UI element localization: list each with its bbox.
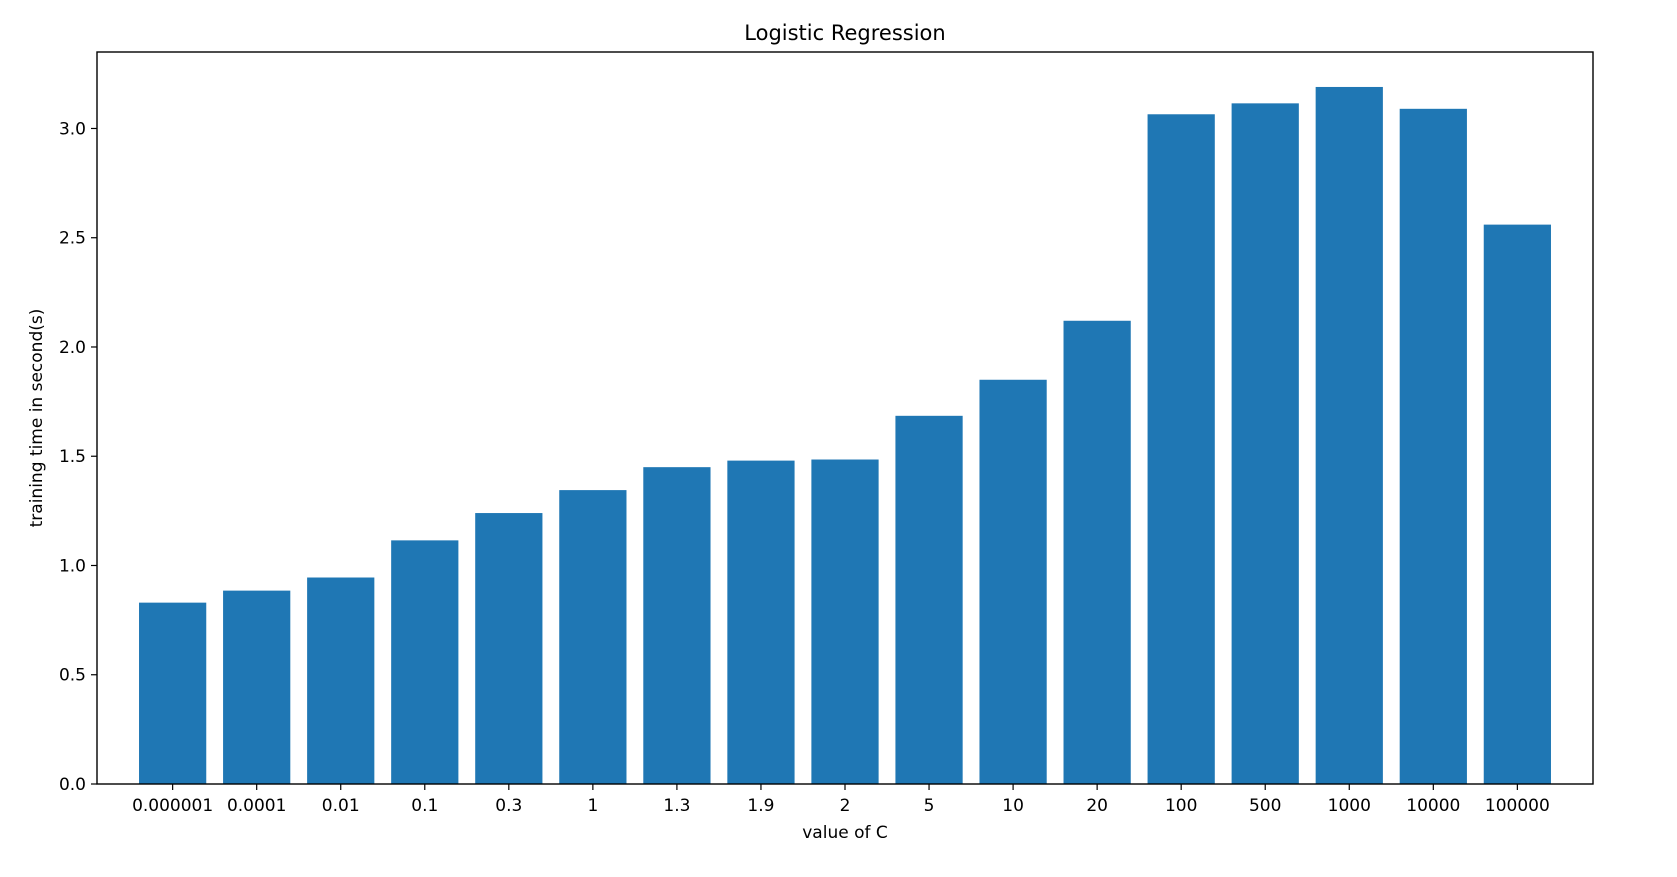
bar-10000 — [1399, 108, 1467, 784]
x-tick-label: 1.3 — [663, 796, 690, 816]
bar-1.9 — [727, 460, 795, 784]
bar-100 — [1147, 114, 1215, 784]
y-tick-label: 0.5 — [59, 666, 86, 686]
x-tick-label: 0.01 — [322, 796, 360, 816]
x-tick-label: 500 — [1249, 796, 1281, 816]
bar-0.0001 — [223, 590, 291, 784]
y-tick-label: 0.0 — [59, 775, 86, 795]
chart-title: Logistic Regression — [744, 21, 945, 45]
bar-0.1 — [391, 540, 459, 784]
bar-5 — [895, 415, 963, 784]
y-tick-label: 3.0 — [59, 119, 86, 139]
bar-0.000001 — [139, 602, 207, 784]
y-tick-label: 1.0 — [59, 556, 86, 576]
bar-2 — [811, 459, 879, 784]
bar-100000 — [1483, 224, 1551, 784]
x-tick-label: 2 — [840, 796, 851, 816]
x-tick-label: 1000 — [1328, 796, 1371, 816]
x-tick-label: 0.1 — [411, 796, 438, 816]
bar-1.3 — [643, 467, 711, 784]
x-tick-label: 0.000001 — [132, 796, 213, 816]
y-tick-label: 2.5 — [59, 229, 86, 249]
x-tick-label: 20 — [1086, 796, 1108, 816]
bar-0.01 — [307, 577, 375, 784]
bar-10 — [979, 379, 1047, 784]
y-axis: 0.0 0.5 1.0 1.5 2.0 2.5 3.0 — [59, 119, 97, 795]
bar-20 — [1063, 320, 1131, 784]
x-axis: 0.000001 0.0001 0.01 0.1 0.3 1 1.3 1.9 2 5 10 20 100… — [132, 784, 1550, 816]
x-tick-label: 100000 — [1485, 796, 1550, 816]
x-tick-label: 1 — [587, 796, 598, 816]
y-tick-label: 1.5 — [59, 447, 86, 467]
y-axis-label: training time in second(s) — [27, 309, 47, 528]
bar-0.3 — [475, 513, 543, 784]
bar-500 — [1231, 103, 1299, 785]
x-tick-label: 0.0001 — [227, 796, 286, 816]
x-tick-label: 0.3 — [495, 796, 522, 816]
x-axis-label: value of C — [802, 823, 888, 843]
x-tick-label: 10000 — [1406, 796, 1460, 816]
bars-layer — [139, 86, 1551, 785]
bar-1 — [559, 490, 627, 784]
bar-1000 — [1315, 86, 1383, 785]
x-tick-label: 100 — [1165, 796, 1197, 816]
y-tick-label: 2.0 — [59, 338, 86, 358]
x-tick-label: 1.9 — [747, 796, 774, 816]
x-tick-label: 10 — [1002, 796, 1024, 816]
x-tick-label: 5 — [924, 796, 935, 816]
